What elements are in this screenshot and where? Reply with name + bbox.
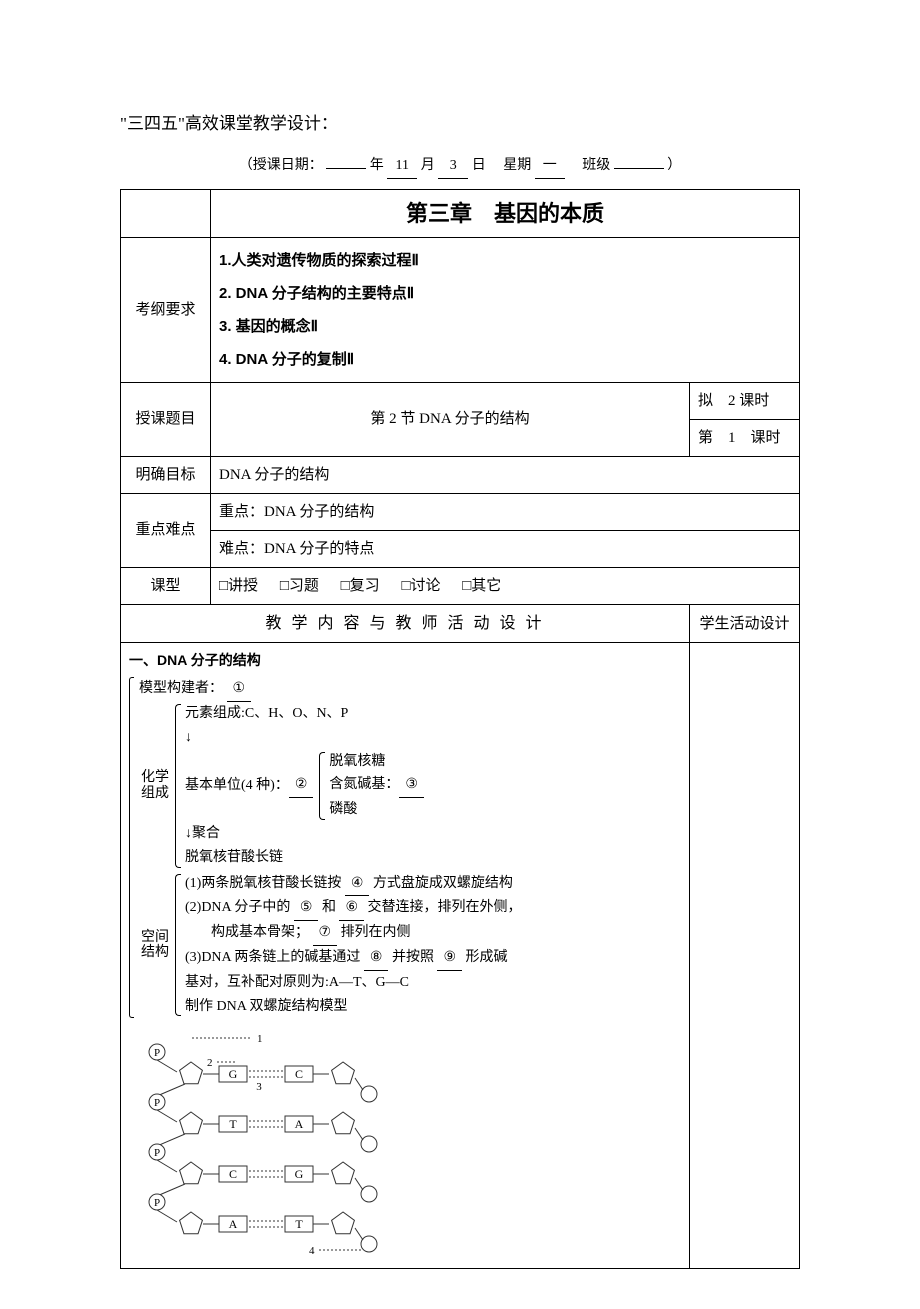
goal-label: 明确目标 [121,456,211,493]
elements-line: 元素组成:C、H、O、N、P [185,702,424,726]
chapter-title: 第三章 基因的本质 [211,189,800,237]
sugar-line: 脱氧核糖 [329,750,424,774]
lesson-plan-table: 第三章 基因的本质 考纲要求 1.人类对遗传物质的探索过程Ⅱ 2. DNA 分子… [120,189,800,1270]
blank-5[interactable]: ⑤ [294,896,319,921]
year-suffix: 年 [370,158,384,173]
svg-text:P: P [154,1047,160,1059]
model-builder-line: 模型构建者： ① [139,677,681,702]
model-builder-label: 模型构建者： [139,681,223,696]
syllabus-content: 1.人类对遗传物质的探索过程Ⅱ 2. DNA 分子结构的主要特点Ⅱ 3. 基因的… [211,237,800,382]
svg-text:A: A [295,1117,304,1131]
month-blank[interactable]: 11 [387,155,417,178]
blank-9[interactable]: ⑨ [437,946,462,971]
phosphate-line: 磷酸 [329,798,424,822]
blank-8[interactable]: ⑧ [364,946,389,971]
class-label: 班级 [582,158,610,173]
svg-text:T: T [229,1117,237,1131]
req-item: 1.人类对遗传物质的探索过程Ⅱ [219,244,791,277]
build-model-line: 制作 DNA 双螺旋结构模型 [185,995,522,1019]
sp1: (1)两条脱氧核苷酸长链按 ④ 方式盘旋成双螺旋结构 [185,872,522,897]
checkbox-exercise[interactable]: □习题 [280,578,319,594]
table-row: 一、DNA 分子的结构 模型构建者： ① 化学组成 元素组成:C、H、O、N [121,643,800,1269]
chem-label: 化学组成 [139,770,171,801]
date-prefix: （授课日期： [239,158,323,173]
month-suffix: 月 [421,158,435,173]
section-title: 一、DNA 分子的结构 [129,649,681,673]
difficulty-label: 重点难点 [121,493,211,567]
blank-1[interactable]: ① [227,677,252,702]
student-heading: 学生活动设计 [690,604,800,643]
arrow-poly: ↓聚合 [185,822,424,846]
sp2c: 构成基本骨架； ⑦ 排列在内侧 [185,921,522,946]
sp3: (3)DNA 两条链上的碱基通过 ⑧ 并按照 ⑨ 形成碱 [185,946,522,971]
dna-diagram: 1 P G C P T A P C G P A T 2 3 4 [139,1032,681,1262]
topic-label: 授课题目 [121,382,211,456]
svg-text:P: P [154,1197,160,1209]
checkbox-other[interactable]: □其它 [462,578,501,594]
table-row: 明确目标 DNA 分子的结构 [121,456,800,493]
weekday-blank[interactable]: 一 [535,155,565,178]
arrow-down: ↓ [185,726,424,750]
nbase-line: 含氮碱基：③ [329,773,424,798]
svg-text:1: 1 [257,1033,263,1045]
svg-text:C: C [295,1067,303,1081]
day-blank[interactable]: 3 [438,155,468,178]
type-options: □讲授 □习题 □复习 □讨论 □其它 [211,567,800,604]
space-label: 空间结构 [139,930,171,961]
checkbox-review[interactable]: □复习 [341,578,380,594]
req-item: 3. 基因的概念Ⅱ [219,310,791,343]
svg-text:3: 3 [256,1081,262,1093]
title-text: "三四五"高效课堂教学设计： [120,114,338,133]
type-label: 课型 [121,567,211,604]
blank-2[interactable]: ② [289,773,314,798]
table-row: 重点难点 重点：DNA 分子的结构 [121,493,800,530]
sp2: (2)DNA 分子中的 ⑤ 和 ⑥ 交替连接，排列在外侧， [185,896,522,921]
svg-text:T: T [295,1217,303,1231]
plan-duration: 拟 2 课时 [690,382,800,419]
svg-text:G: G [229,1067,238,1081]
req-item: 2. DNA 分子结构的主要特点Ⅱ [219,277,791,310]
sp3d: 基对，互补配对原则为:A—T、G—C [185,971,522,995]
blank-7[interactable]: ⑦ [313,921,338,946]
basic-unit-label: 基本单位(4 种)： [185,774,289,798]
period-number: 第 1 课时 [690,419,800,456]
table-row: 课型 □讲授 □习题 □复习 □讨论 □其它 [121,567,800,604]
svg-text:C: C [229,1167,237,1181]
year-blank[interactable] [326,168,366,169]
req-item: 4. DNA 分子的复制Ⅱ [219,343,791,376]
day-suffix: 日 [472,158,486,173]
date-line: （授课日期： 年 11 月 3 日 星期 一 班级 ） [120,155,800,178]
table-row: 第三章 基因的本质 [121,189,800,237]
empty-cell [121,189,211,237]
class-blank[interactable] [614,168,664,169]
svg-text:2: 2 [207,1057,213,1069]
table-row: 考纲要求 1.人类对遗传物质的探索过程Ⅱ 2. DNA 分子结构的主要特点Ⅱ 3… [121,237,800,382]
blank-3[interactable]: ③ [399,773,424,798]
table-row: 教 学 内 容 与 教 师 活 动 设 计 学生活动设计 [121,604,800,643]
blank-6[interactable]: ⑥ [339,896,364,921]
design-heading: 教 学 内 容 与 教 师 活 动 设 计 [121,604,690,643]
svg-text:P: P [154,1097,160,1109]
checkbox-discuss[interactable]: □讨论 [401,578,440,594]
difficulty-key: 重点：DNA 分子的结构 [211,493,800,530]
table-row: 难点：DNA 分子的特点 [121,530,800,567]
blank-4[interactable]: ④ [345,872,370,897]
svg-text:A: A [229,1217,238,1231]
svg-text:4: 4 [309,1245,315,1257]
checkbox-lecture[interactable]: □讲授 [219,578,258,594]
table-row: 授课题目 第 2 节 DNA 分子的结构 拟 2 课时 [121,382,800,419]
date-close: ） [667,158,681,173]
goal-value: DNA 分子的结构 [211,456,800,493]
weekday-label: 星期 [503,158,531,173]
long-chain-line: 脱氧核苷酸长链 [185,846,424,870]
svg-text:G: G [295,1167,304,1181]
svg-text:P: P [154,1147,160,1159]
difficulty-hard: 难点：DNA 分子的特点 [211,530,800,567]
page-title: "三四五"高效课堂教学设计： [120,110,800,137]
content-cell: 一、DNA 分子的结构 模型构建者： ① 化学组成 元素组成:C、H、O、N [121,643,690,1269]
topic-value: 第 2 节 DNA 分子的结构 [211,382,690,456]
student-activity-cell [690,643,800,1269]
syllabus-label: 考纲要求 [121,237,211,382]
